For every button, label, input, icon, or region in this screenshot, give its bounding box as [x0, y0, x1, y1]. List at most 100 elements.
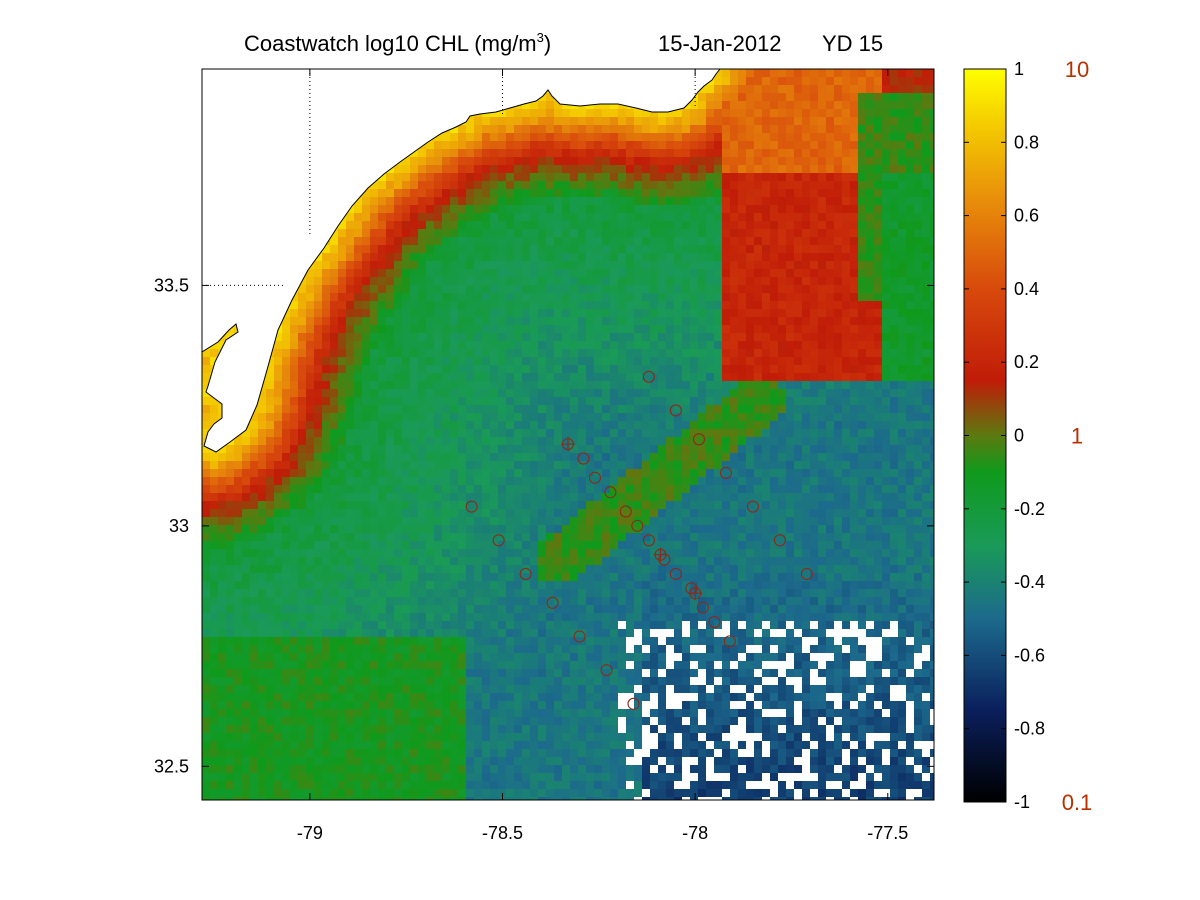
- chl-pixel: [322, 717, 331, 726]
- chl-pixel: [490, 205, 499, 214]
- chl-pixel: [426, 605, 435, 614]
- chl-pixel: [290, 509, 299, 518]
- chl-pixel: [226, 725, 235, 734]
- chl-pixel: [418, 413, 427, 422]
- chl-pixel: [586, 197, 595, 206]
- chl-pixel: [410, 445, 419, 454]
- chl-pixel: [490, 733, 499, 742]
- chl-pixel: [442, 773, 451, 782]
- chl-pixel: [586, 549, 595, 558]
- chl-pixel: [602, 653, 611, 662]
- chl-pixel: [426, 373, 435, 382]
- chl-pixel: [234, 589, 243, 598]
- chl-pixel: [514, 197, 523, 206]
- chl-pixel: [418, 693, 427, 702]
- chl-pixel: [418, 181, 427, 190]
- chl-pixel: [610, 117, 619, 126]
- chl-pixel: [626, 197, 635, 206]
- chl-pixel: [458, 261, 467, 270]
- chl-pixel: [370, 597, 379, 606]
- chl-pixel: [418, 333, 427, 342]
- chl-pixel: [426, 397, 435, 406]
- chl-pixel: [338, 789, 347, 798]
- chl-pixel: [258, 437, 267, 446]
- chl-pixel: [578, 701, 587, 710]
- chl-pixel: [258, 429, 267, 438]
- chl-pixel: [426, 773, 435, 782]
- chl-pixel: [458, 277, 467, 286]
- chl-pixel: [346, 677, 355, 686]
- chl-pixel: [330, 477, 339, 486]
- chl-pixel: [530, 365, 539, 374]
- chl-pixel: [298, 781, 307, 790]
- chl-pixel: [514, 509, 523, 518]
- chl-pixel: [602, 493, 611, 502]
- chl-pixel: [498, 189, 507, 198]
- chl-pixel: [490, 221, 499, 230]
- chl-pixel: [482, 741, 491, 750]
- chl-pixel: [578, 573, 587, 582]
- chl-pixel: [594, 405, 603, 414]
- chl-pixel: [490, 125, 499, 134]
- chl-pixel: [498, 277, 507, 286]
- chl-pixel: [250, 765, 259, 774]
- chl-pixel: [514, 445, 523, 454]
- chl-pixel: [234, 733, 243, 742]
- chl-pixel: [538, 477, 547, 486]
- chl-pixel: [554, 741, 563, 750]
- chl-pixel: [586, 453, 595, 462]
- chl-pixel: [410, 637, 419, 646]
- chl-pixel: [234, 661, 243, 670]
- chl-pixel: [570, 349, 579, 358]
- chl-pixel: [258, 749, 267, 758]
- chl-pixel: [418, 533, 427, 542]
- chl-pixel: [402, 501, 411, 510]
- chl-pixel: [394, 189, 403, 198]
- chl-pixel: [562, 197, 571, 206]
- chl-pixel: [274, 477, 283, 486]
- chl-pixel: [442, 797, 451, 800]
- chl-pixel: [210, 677, 219, 686]
- chl-pixel: [378, 661, 387, 670]
- chl-pixel: [522, 125, 531, 134]
- chl-pixel: [570, 269, 579, 278]
- chl-pixel: [442, 357, 451, 366]
- chl-pixel: [210, 733, 219, 742]
- chl-pixel: [546, 717, 555, 726]
- chl-pixel: [306, 653, 315, 662]
- chl-pixel: [386, 205, 395, 214]
- chl-pixel: [498, 461, 507, 470]
- chl-pixel: [426, 293, 435, 302]
- chl-pixel: [250, 557, 259, 566]
- chl-pixel: [450, 421, 459, 430]
- chl-pixel: [338, 301, 347, 310]
- chl-pixel: [402, 717, 411, 726]
- chl-pixel: [418, 445, 427, 454]
- chl-pixel: [514, 525, 523, 534]
- chl-pixel: [594, 445, 603, 454]
- chl-pixel: [394, 605, 403, 614]
- chl-pixel: [442, 181, 451, 190]
- chl-pixel: [226, 581, 235, 590]
- chl-pixel: [258, 613, 267, 622]
- chl-pixel: [410, 773, 419, 782]
- chl-pixel: [378, 381, 387, 390]
- chl-pixel: [386, 397, 395, 406]
- chl-pixel: [314, 573, 323, 582]
- chl-pixel: [498, 717, 507, 726]
- chl-pixel: [258, 565, 267, 574]
- chl-pixel: [538, 405, 547, 414]
- chl-pixel: [354, 389, 363, 398]
- chl-pixel: [290, 517, 299, 526]
- chl-pixel: [530, 461, 539, 470]
- chl-pixel: [530, 709, 539, 718]
- chl-pixel: [602, 357, 611, 366]
- chl-pixel: [482, 445, 491, 454]
- chl-pixel: [562, 109, 571, 118]
- chl-pixel: [370, 621, 379, 630]
- chl-pixel: [210, 589, 219, 598]
- chl-pixel: [570, 557, 579, 566]
- chl-pixel: [314, 277, 323, 286]
- chl-pixel: [466, 533, 475, 542]
- chl-pixel: [282, 389, 291, 398]
